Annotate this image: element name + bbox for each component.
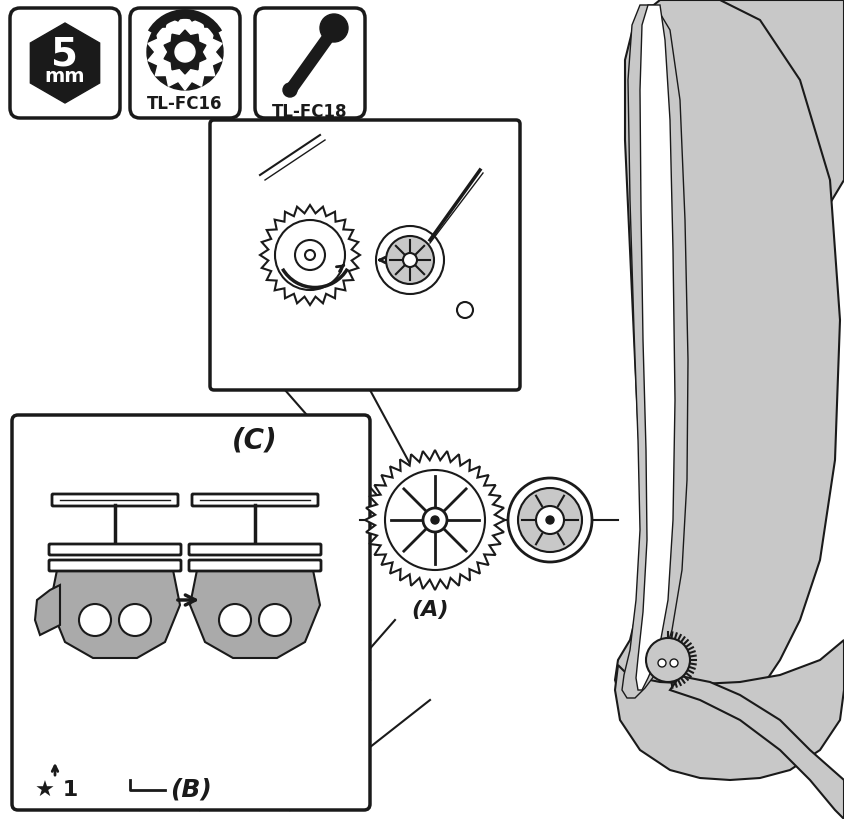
Polygon shape bbox=[164, 30, 206, 74]
Polygon shape bbox=[260, 205, 360, 305]
Circle shape bbox=[431, 516, 439, 524]
Circle shape bbox=[376, 226, 444, 294]
Circle shape bbox=[423, 508, 447, 532]
Circle shape bbox=[305, 250, 315, 260]
Circle shape bbox=[385, 470, 485, 570]
FancyBboxPatch shape bbox=[130, 8, 240, 118]
Text: (A): (A) bbox=[411, 600, 449, 620]
Polygon shape bbox=[148, 14, 222, 90]
Circle shape bbox=[508, 478, 592, 562]
Circle shape bbox=[259, 604, 291, 636]
Circle shape bbox=[219, 604, 251, 636]
FancyBboxPatch shape bbox=[210, 120, 520, 390]
FancyBboxPatch shape bbox=[189, 544, 321, 555]
Text: ★ 1: ★ 1 bbox=[35, 780, 78, 800]
FancyBboxPatch shape bbox=[12, 415, 370, 810]
Polygon shape bbox=[615, 0, 840, 725]
FancyBboxPatch shape bbox=[255, 8, 365, 118]
Polygon shape bbox=[622, 5, 688, 698]
FancyBboxPatch shape bbox=[49, 544, 181, 555]
Circle shape bbox=[386, 236, 434, 284]
Circle shape bbox=[658, 659, 666, 667]
FancyBboxPatch shape bbox=[189, 560, 321, 571]
Circle shape bbox=[320, 14, 348, 42]
Polygon shape bbox=[30, 23, 100, 103]
Circle shape bbox=[518, 488, 582, 552]
Polygon shape bbox=[190, 570, 320, 658]
Polygon shape bbox=[35, 585, 60, 635]
Circle shape bbox=[275, 220, 345, 290]
Circle shape bbox=[403, 253, 417, 267]
Circle shape bbox=[646, 638, 690, 682]
Circle shape bbox=[175, 42, 195, 62]
Circle shape bbox=[147, 14, 223, 90]
Polygon shape bbox=[636, 5, 675, 690]
Circle shape bbox=[457, 302, 473, 318]
FancyBboxPatch shape bbox=[10, 8, 120, 118]
Circle shape bbox=[119, 604, 151, 636]
Polygon shape bbox=[50, 570, 180, 658]
Text: 5: 5 bbox=[51, 36, 78, 74]
Circle shape bbox=[546, 516, 554, 524]
FancyBboxPatch shape bbox=[52, 494, 178, 506]
Polygon shape bbox=[365, 450, 505, 590]
Polygon shape bbox=[615, 640, 844, 780]
Text: TL-FC18: TL-FC18 bbox=[273, 103, 348, 121]
Text: mm: mm bbox=[45, 67, 85, 87]
Polygon shape bbox=[670, 676, 844, 819]
Text: (B): (B) bbox=[170, 778, 212, 802]
Circle shape bbox=[536, 506, 564, 534]
Circle shape bbox=[670, 659, 678, 667]
Circle shape bbox=[161, 28, 209, 76]
FancyBboxPatch shape bbox=[192, 494, 318, 506]
Circle shape bbox=[283, 83, 297, 97]
Circle shape bbox=[79, 604, 111, 636]
Polygon shape bbox=[698, 0, 844, 260]
FancyBboxPatch shape bbox=[49, 560, 181, 571]
Circle shape bbox=[295, 240, 325, 270]
Text: TL-FC16: TL-FC16 bbox=[147, 95, 223, 113]
Text: (C): (C) bbox=[232, 426, 278, 454]
